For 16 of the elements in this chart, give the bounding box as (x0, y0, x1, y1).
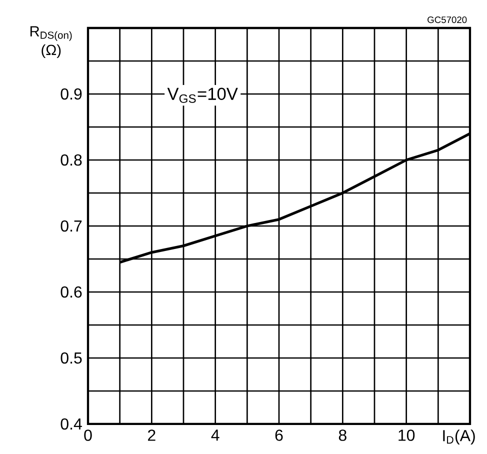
y-tick-label: 0.9 (60, 88, 82, 100)
text: GC57020 (428, 16, 467, 24)
annotation: V$_{GS}$=10V (167, 88, 238, 103)
y-tick-label: 0.5 (60, 352, 82, 364)
y-tick-label: 0.8 (60, 154, 82, 166)
x-axis-title: I$_{D}$(A) (443, 430, 475, 444)
y-axis-title: R$_{DS(on)}$ (Ω) (30, 26, 72, 58)
y-tick-label: 0.7 (60, 220, 82, 232)
y-tick-label: 0.6 (60, 286, 82, 298)
x-tick-label: 8 (338, 430, 346, 441)
y-tick-label: 0.4 (60, 418, 82, 430)
x-tick-label: 10 (398, 430, 415, 441)
x-tick-label: 0 (84, 430, 92, 441)
x-tick-label: 4 (211, 430, 220, 441)
x-tick-label: 2 (148, 430, 156, 441)
x-tick-label: 6 (275, 430, 283, 441)
